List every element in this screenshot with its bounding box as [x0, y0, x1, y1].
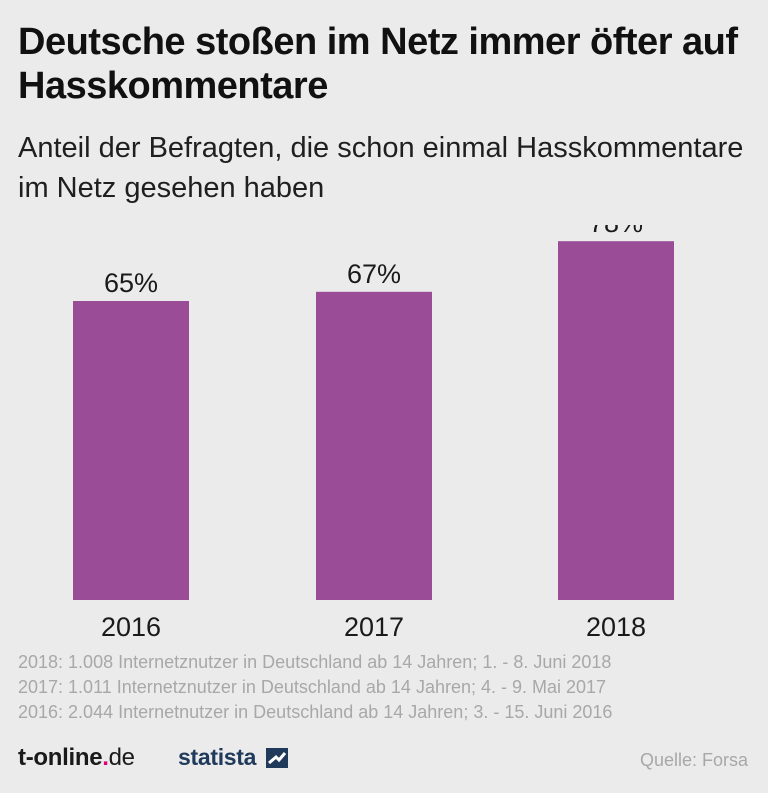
statista-logo-icon	[266, 748, 288, 768]
bar-2017	[316, 291, 432, 600]
value-label-2016: 65%	[104, 268, 158, 298]
bar-2016	[73, 301, 189, 600]
chart-subtitle: Anteil der Befragten, die schon einmal H…	[18, 132, 744, 204]
note-2016: 2016: 2.044 Internetnutzer in Deutschlan…	[18, 702, 613, 722]
chart-title: Deutsche stoßen im Netz immer öfter auf …	[18, 21, 738, 107]
source-label: Quelle: Forsa	[639, 750, 748, 770]
bar-chart: 65% 2016 67% 2017 78% 2018	[73, 225, 674, 642]
value-label-2017: 67%	[347, 259, 401, 289]
category-label-2017: 2017	[344, 612, 404, 642]
tonline-logo[interactable]: t-online.de	[18, 744, 135, 771]
statista-logo[interactable]: statista	[178, 744, 257, 770]
note-2017: 2017: 1.011 Internetznutzer in Deutschla…	[18, 677, 607, 697]
bar-2018	[558, 241, 674, 600]
category-label-2018: 2018	[586, 612, 646, 642]
category-label-2016: 2016	[101, 612, 161, 642]
value-label-2018: 78%	[589, 225, 643, 238]
footer: t-online.de statista Quelle: Forsa	[0, 740, 768, 780]
note-2018: 2018: 1.008 Internetznutzer in Deutschla…	[18, 652, 612, 672]
survey-notes: 2018: 1.008 Internetznutzer in Deutschla…	[18, 650, 758, 725]
